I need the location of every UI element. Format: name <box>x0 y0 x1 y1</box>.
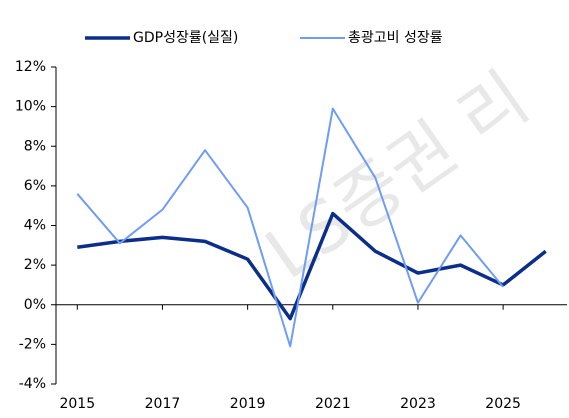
y-tick-label: 12% <box>15 59 46 75</box>
x-tick-label: 2021 <box>315 396 351 412</box>
y-tick-label: -2% <box>19 336 46 352</box>
y-tick-label: 4% <box>24 218 46 234</box>
series-line <box>76 107 504 348</box>
y-tick-label: -4% <box>19 376 46 392</box>
x-tick-label: 2015 <box>59 396 95 412</box>
x-tick-label: 2017 <box>145 396 181 412</box>
watermark: LS증권 리 <box>251 57 543 296</box>
y-tick-label: 2% <box>24 257 46 273</box>
series-line <box>77 211 547 321</box>
y-tick-label: 0% <box>24 297 46 313</box>
y-tick-label: 6% <box>24 178 46 194</box>
y-tick-label: 8% <box>24 138 46 154</box>
legend-label: GDP성장률(실질) <box>133 30 238 46</box>
x-tick-label: 2023 <box>400 396 436 412</box>
x-tick-label: 2025 <box>485 396 521 412</box>
y-tick-label: 10% <box>15 99 46 115</box>
x-tick-label: 2019 <box>230 396 266 412</box>
legend-label: 총광고비 성장률 <box>348 30 443 46</box>
